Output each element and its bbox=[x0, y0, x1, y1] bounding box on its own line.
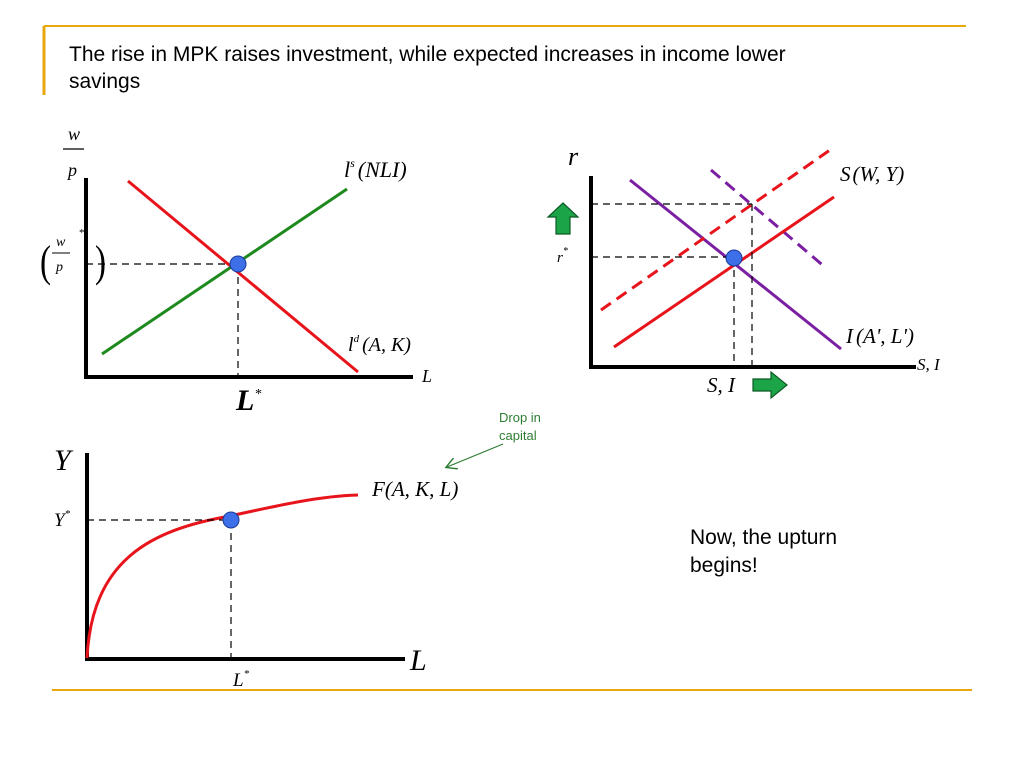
demand-args: (A, K) bbox=[362, 334, 411, 356]
supply-args: (NLI) bbox=[358, 157, 407, 182]
production-y-label: Y bbox=[54, 444, 74, 477]
production-eq-labor-label: L* bbox=[232, 668, 250, 691]
investment-curve-new bbox=[710, 168, 827, 270]
investment-curve-label: I (A', L') bbox=[845, 324, 914, 348]
eq-quantity-label: S, I bbox=[707, 373, 736, 397]
upturn-note: Now, the upturn begins! bbox=[690, 526, 838, 577]
saving-args: (W, Y) bbox=[853, 162, 905, 186]
supply-sup: s bbox=[350, 156, 355, 170]
up-arrow-icon bbox=[546, 202, 580, 235]
production-curve bbox=[85, 493, 359, 659]
production-equilibrium-point bbox=[222, 511, 240, 529]
eq-wage-den: p bbox=[55, 260, 63, 275]
demand-l: l bbox=[348, 334, 354, 356]
labor-supply-curve bbox=[101, 187, 348, 356]
production-x-label: L bbox=[409, 644, 427, 677]
eq-wage-paren-right: ) bbox=[95, 238, 106, 287]
annotation-line-1: Drop in bbox=[499, 410, 541, 425]
production-function-label: F(A, K, L) bbox=[371, 477, 458, 501]
eq-labor-L: L bbox=[235, 384, 254, 417]
labor-y-label-den: p bbox=[66, 160, 77, 180]
eq-rate-star: * bbox=[563, 246, 568, 257]
saving-curve bbox=[613, 195, 835, 349]
eq-wage-label: ( w p ) * bbox=[40, 227, 106, 286]
eq-rate-r: r bbox=[557, 250, 563, 266]
saving-curve-old bbox=[600, 148, 831, 312]
demand-sup: d bbox=[354, 333, 360, 345]
capital-x-label: S, I bbox=[917, 355, 941, 374]
investment-I: I bbox=[845, 324, 854, 348]
labor-equilibrium-point bbox=[229, 255, 247, 273]
annotation-arrow-icon bbox=[447, 443, 504, 467]
production-eq-labor-star: * bbox=[244, 668, 250, 680]
eq-wage-num: w bbox=[56, 235, 66, 250]
eq-output-label: Y* bbox=[54, 508, 71, 531]
production-panel: Y L F(A, K, L) Y* L* Drop in capital bbox=[54, 410, 541, 691]
capital-market-panel: r S, I S(W, Y) I (A', L') r* S, I bbox=[546, 142, 941, 400]
labor-market-panel: w p L ls (NLI) ld (A, K) ( w p ) * L* bbox=[40, 124, 432, 417]
capital-equilibrium-point bbox=[725, 249, 743, 267]
supply-l: l bbox=[344, 157, 350, 182]
labor-x-label: L bbox=[421, 366, 432, 386]
capital-y-label: r bbox=[568, 142, 579, 171]
production-eq-labor-L: L bbox=[232, 670, 244, 691]
eq-wage-paren-left: ( bbox=[40, 238, 51, 287]
right-arrow-icon bbox=[752, 370, 788, 400]
labor-y-label-num: w bbox=[68, 124, 80, 144]
eq-labor-star: * bbox=[254, 387, 261, 402]
eq-wage-star: * bbox=[79, 227, 85, 239]
eq-labor-label: L* bbox=[235, 384, 261, 417]
supply-curve-label: ls (NLI) bbox=[344, 156, 407, 182]
demand-curve-label: ld (A, K) bbox=[348, 333, 411, 356]
annotation-line-2: capital bbox=[499, 428, 537, 443]
slide-title: The rise in MPK raises investment, while… bbox=[69, 43, 786, 93]
saving-S: S bbox=[840, 162, 851, 186]
investment-args: (A', L') bbox=[856, 324, 914, 348]
eq-output-Y: Y bbox=[54, 510, 67, 531]
labor-demand-curve bbox=[127, 179, 359, 374]
eq-rate-label: r* bbox=[557, 246, 568, 266]
saving-curve-label: S(W, Y) bbox=[840, 162, 904, 186]
eq-output-star: * bbox=[65, 508, 71, 520]
